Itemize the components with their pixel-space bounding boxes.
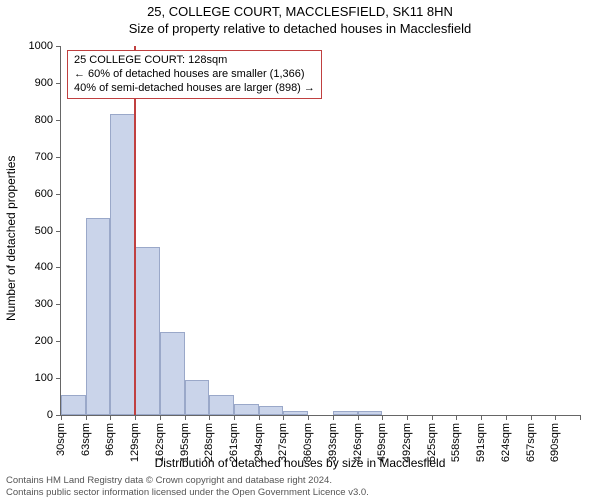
x-tick-mark [259,415,260,420]
x-tick-mark [61,415,62,420]
histogram-bar [234,404,259,415]
y-tick-label: 400 [13,261,53,273]
y-tick-label: 900 [13,77,53,89]
x-tick-label: 30sqm [55,423,67,456]
x-tick-mark [86,415,87,420]
y-tick-mark [56,46,61,47]
histogram-bar [61,395,86,415]
y-tick-mark [56,157,61,158]
x-tick-mark [185,415,186,420]
x-tick-mark [135,415,136,420]
x-tick-mark [506,415,507,420]
y-tick-label: 200 [13,335,53,347]
x-tick-mark [358,415,359,420]
y-tick-label: 700 [13,151,53,163]
x-tick-mark [531,415,532,420]
chart-title: Size of property relative to detached ho… [0,21,600,36]
footer-attribution: Contains HM Land Registry data © Crown c… [6,475,369,498]
y-tick-mark [56,231,61,232]
y-tick-mark [56,120,61,121]
annotation-line-2: ← 60% of detached houses are smaller (1,… [74,68,315,82]
plot-area: 0100200300400500600700800900100030sqm63s… [60,46,580,416]
annotation-line-1: 25 COLLEGE COURT: 128sqm [74,54,315,68]
subject-annotation: 25 COLLEGE COURT: 128sqm← 60% of detache… [67,50,322,99]
x-tick-mark [234,415,235,420]
x-tick-label: 96sqm [104,423,116,456]
x-tick-mark [432,415,433,420]
x-tick-mark [110,415,111,420]
y-tick-mark [56,83,61,84]
histogram-bar [283,411,308,415]
y-axis-label: Number of detached properties [4,155,18,320]
y-tick-label: 600 [13,188,53,200]
subject-marker-line [134,46,136,415]
y-tick-label: 500 [13,225,53,237]
y-tick-label: 300 [13,298,53,310]
x-tick-mark [209,415,210,420]
y-tick-mark [56,304,61,305]
chart-container: 25, COLLEGE COURT, MACCLESFIELD, SK11 8H… [0,0,600,500]
x-tick-mark [160,415,161,420]
y-tick-mark [56,194,61,195]
histogram-bar [185,380,210,415]
y-tick-label: 1000 [13,40,53,52]
x-axis-label: Distribution of detached houses by size … [0,456,600,470]
x-tick-label: 63sqm [80,423,92,456]
address-title: 25, COLLEGE COURT, MACCLESFIELD, SK11 8H… [0,4,600,19]
x-tick-mark [283,415,284,420]
bars-layer [61,46,580,415]
histogram-bar [333,411,358,415]
y-tick-label: 0 [13,409,53,421]
annotation-line-3: 40% of semi-detached houses are larger (… [74,82,315,96]
x-tick-mark [580,415,581,420]
histogram-bar [259,406,284,415]
footer-line-2: Contains public sector information licen… [6,487,369,498]
x-tick-mark [407,415,408,420]
footer-line-1: Contains HM Land Registry data © Crown c… [6,475,369,486]
histogram-bar [86,218,111,415]
y-tick-mark [56,267,61,268]
histogram-bar [209,395,234,415]
histogram-bar [358,411,383,415]
y-tick-mark [56,341,61,342]
x-tick-mark [481,415,482,420]
x-tick-mark [382,415,383,420]
y-tick-label: 800 [13,114,53,126]
histogram-bar [110,114,135,415]
x-tick-mark [333,415,334,420]
y-tick-label: 100 [13,372,53,384]
x-tick-mark [456,415,457,420]
histogram-bar [135,247,160,415]
histogram-bar [160,332,185,415]
x-tick-mark [555,415,556,420]
x-tick-mark [308,415,309,420]
y-tick-mark [56,378,61,379]
